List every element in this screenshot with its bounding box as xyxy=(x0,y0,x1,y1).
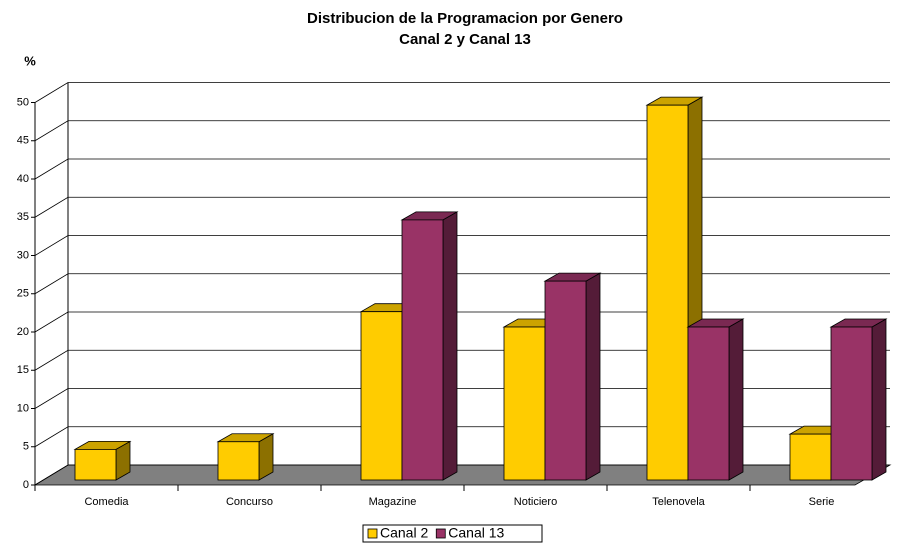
grid-line xyxy=(34,311,890,333)
chart-title: Distribucion de la Programacion por Gene… xyxy=(307,10,623,27)
legend-label: Canal 13 xyxy=(448,525,504,541)
x-tick-label: Telenovela xyxy=(652,496,705,508)
y-tick-label: 40 xyxy=(17,173,29,185)
legend-swatch xyxy=(435,528,446,539)
grid-line xyxy=(34,196,890,218)
chart-subtitle: Canal 2 y Canal 13 xyxy=(399,31,531,48)
bar xyxy=(544,280,587,481)
bar xyxy=(401,219,444,481)
x-tick-label: Concurso xyxy=(226,496,273,508)
y-tick-label: 50 xyxy=(17,96,29,108)
bar xyxy=(74,448,117,481)
y-axis-label: % xyxy=(24,53,36,68)
x-tick-label: Comedia xyxy=(84,496,129,508)
grid-line xyxy=(34,158,890,180)
bar-group xyxy=(686,318,745,481)
grid-line xyxy=(34,273,890,295)
x-tick-label: Serie xyxy=(809,496,835,508)
x-tick-label: Noticiero xyxy=(514,496,557,508)
bar-side xyxy=(728,318,744,481)
grid-line xyxy=(34,120,890,142)
bar-side xyxy=(442,211,458,481)
bar xyxy=(830,326,873,481)
bar xyxy=(217,441,260,481)
bar xyxy=(646,104,689,481)
legend: Canal 2 Canal 13 xyxy=(362,524,543,543)
legend-swatch xyxy=(367,528,378,539)
y-tick-label: 35 xyxy=(17,211,29,223)
y-tick-label: 15 xyxy=(17,364,29,376)
bar-side xyxy=(871,318,887,481)
y-tick-label: 45 xyxy=(17,135,29,147)
floor xyxy=(33,464,892,486)
bar xyxy=(503,326,546,481)
y-tick-label: 0 xyxy=(23,479,29,491)
bar-group xyxy=(216,433,275,481)
grid-line xyxy=(34,426,890,448)
y-tick-label: 20 xyxy=(17,326,29,338)
grid-line xyxy=(34,388,890,409)
bar-group xyxy=(73,440,132,481)
legend-box xyxy=(362,524,543,543)
bar-side xyxy=(585,272,601,481)
grid-line xyxy=(34,82,890,103)
y-tick-label: 5 xyxy=(23,441,29,453)
bar xyxy=(789,433,832,481)
legend-label: Canal 2 xyxy=(380,525,428,541)
bar xyxy=(687,326,730,481)
bar xyxy=(360,311,403,481)
x-tick-label: Magazine xyxy=(369,496,417,508)
bar-group xyxy=(543,272,602,481)
bar-group xyxy=(829,318,888,481)
y-tick-label: 30 xyxy=(17,249,29,261)
y-tick-label: 10 xyxy=(17,402,29,414)
grid-line xyxy=(34,235,890,256)
grid-line xyxy=(34,349,890,371)
y-tick-label: 25 xyxy=(17,288,29,300)
bar-group xyxy=(400,211,459,481)
